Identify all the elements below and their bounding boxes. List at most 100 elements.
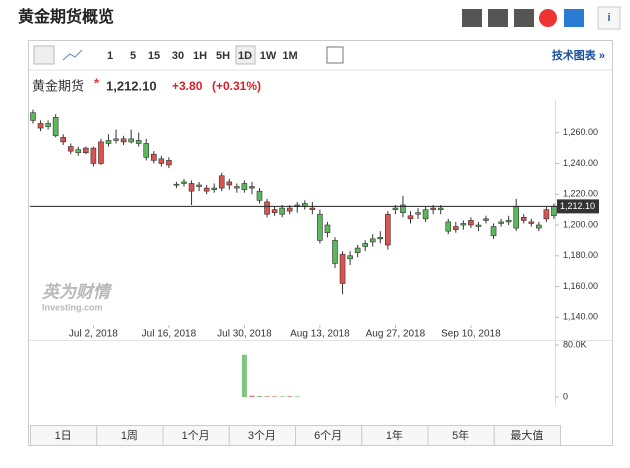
interval-button[interactable]: 1H (193, 50, 207, 62)
candle-body (98, 141, 104, 164)
toolbar: 1 5 15 30 1H 5H 1D 1W 1M (107, 50, 298, 62)
candle-body (135, 140, 142, 144)
y-tick-label: 1,180.00 (563, 250, 598, 260)
plot: 1,140.00 1,160.00 1,180.00 1,200.00 1,220.00… (30, 109, 599, 401)
qq-icon[interactable] (514, 9, 534, 27)
candle-body (151, 153, 157, 161)
y-tick-label: 1,240.00 (563, 158, 598, 168)
range-label: 最大值 (510, 428, 543, 442)
quote-change: +3.80 (172, 79, 203, 93)
info-icon[interactable] (597, 6, 621, 30)
y-tick-label: 1,220.00 (563, 189, 598, 199)
interval-button[interactable]: 1 (107, 50, 113, 62)
quote-change-pct: (+0.31%) (212, 79, 261, 93)
interval-button[interactable]: 30 (172, 50, 184, 62)
candle-body (218, 175, 225, 189)
x-tick-label: Jul 2, 2018 (69, 329, 118, 340)
price-tag (557, 199, 599, 214)
y-tick-label: 1,160.00 (563, 281, 598, 291)
candle-body (317, 213, 323, 241)
volume-bar (294, 396, 300, 397)
candle-body (249, 186, 255, 189)
x-tick-label: Jul 16, 2018 (142, 329, 197, 340)
candle-body (188, 183, 195, 192)
candle-body (385, 213, 391, 246)
candle-body (37, 123, 44, 129)
candle-body (505, 220, 512, 223)
star-icon[interactable] (564, 9, 584, 27)
wechat-icon[interactable] (488, 9, 508, 27)
price-tag-label: 1,212.10 (560, 201, 595, 211)
candle-body (468, 220, 474, 226)
candle-body (226, 181, 233, 186)
candle-body (286, 207, 293, 212)
y-tick-label: 1,140.00 (563, 312, 598, 322)
candle-body (347, 255, 353, 260)
range-label: 1个月 (182, 429, 210, 442)
mail-icon[interactable] (462, 9, 482, 27)
x-tick-label: Aug 13, 2018 (290, 329, 350, 340)
candle-body (475, 224, 482, 227)
candle-body (241, 183, 248, 190)
candle-body (551, 206, 557, 217)
interval-button[interactable]: 1W (260, 50, 277, 62)
candle-body (279, 207, 285, 215)
candle-body (362, 243, 369, 247)
candle-body (181, 181, 187, 184)
candle-body (415, 212, 421, 215)
interval-button[interactable]: 15 (148, 50, 160, 62)
candle-body (234, 186, 240, 189)
candle-body (83, 147, 89, 153)
candle-body (309, 207, 316, 210)
candle-body (437, 207, 444, 210)
candle-body (90, 147, 97, 164)
candle-body (256, 190, 263, 201)
page-title: 黄金期货概览 (18, 7, 114, 26)
volume-bar (264, 396, 270, 397)
tech-chart-link[interactable]: 技术图表 » (552, 48, 605, 62)
candle-body (332, 240, 338, 264)
range-label: 6个月 (314, 429, 342, 442)
weibo-icon[interactable] (539, 9, 557, 27)
candle-body (460, 223, 467, 226)
watermark-brand: 英为财情 (41, 282, 113, 301)
candle-body (60, 137, 67, 143)
candle-body (264, 201, 270, 215)
candle-body (520, 217, 527, 221)
star-mark: * (94, 75, 100, 90)
x-tick-label: Jul 30, 2018 (217, 329, 272, 340)
candle-body (339, 253, 346, 284)
chart-frame (28, 40, 613, 446)
y-tick-label: 1,260.00 (563, 127, 598, 137)
candle-body (377, 237, 384, 240)
candle-body (113, 138, 119, 141)
candle-body (158, 158, 165, 164)
interval-button[interactable]: 5H (216, 50, 230, 62)
x-tick-label: Aug 27, 2018 (366, 329, 426, 340)
info-glyph: i (607, 12, 610, 24)
range-label: 1周 (121, 429, 138, 442)
candle-toggle[interactable] (33, 45, 55, 65)
candle-body (430, 207, 436, 210)
candle-body (445, 221, 452, 232)
volume-tick-label: 0 (563, 391, 568, 401)
interval-button[interactable]: 5 (130, 50, 136, 62)
candle-body (400, 204, 406, 213)
interval-button[interactable]: 1D (238, 50, 252, 62)
candle-body (483, 218, 489, 221)
candle-body (120, 138, 127, 143)
range-bar: 1日 1周 1个月 3个月 6个月 1年 5年 最大值 (30, 425, 561, 446)
settings-icon[interactable] (326, 46, 344, 64)
range-button[interactable] (493, 425, 561, 446)
quote-name: 黄金期货 (32, 78, 84, 93)
candle-body (513, 206, 520, 229)
candle-body (528, 221, 535, 224)
y-tick-label: 1,200.00 (563, 219, 598, 229)
candle-body (75, 149, 82, 153)
candle-body (536, 224, 542, 229)
candle-body (392, 207, 399, 210)
candle-body (490, 226, 497, 237)
x-tick-label: Sep 10, 2018 (441, 329, 501, 340)
interval-button[interactable]: 1M (282, 50, 297, 62)
line-toggle[interactable] (62, 49, 83, 61)
